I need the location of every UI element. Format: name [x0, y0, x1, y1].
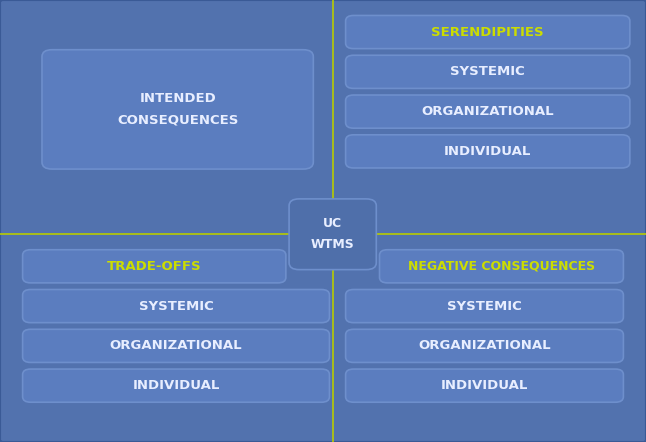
- FancyBboxPatch shape: [346, 369, 623, 402]
- FancyBboxPatch shape: [23, 329, 329, 362]
- Text: SYSTEMIC: SYSTEMIC: [450, 65, 525, 78]
- Text: NEGATIVE CONSEQUENCES: NEGATIVE CONSEQUENCES: [408, 260, 595, 273]
- FancyBboxPatch shape: [346, 329, 623, 362]
- FancyBboxPatch shape: [23, 369, 329, 402]
- FancyBboxPatch shape: [346, 55, 630, 88]
- Text: TRADE-OFFS: TRADE-OFFS: [107, 260, 202, 273]
- Text: INDIVIDUAL: INDIVIDUAL: [444, 145, 532, 158]
- FancyBboxPatch shape: [346, 95, 630, 128]
- Text: UC
WTMS: UC WTMS: [311, 217, 355, 251]
- Text: INTENDED
CONSEQUENCES: INTENDED CONSEQUENCES: [117, 92, 238, 126]
- FancyBboxPatch shape: [42, 50, 313, 169]
- FancyBboxPatch shape: [23, 290, 329, 323]
- Text: INDIVIDUAL: INDIVIDUAL: [132, 379, 220, 392]
- FancyBboxPatch shape: [23, 250, 286, 283]
- Text: SYSTEMIC: SYSTEMIC: [447, 300, 522, 312]
- Text: SERENDIPITIES: SERENDIPITIES: [432, 26, 544, 38]
- FancyBboxPatch shape: [346, 135, 630, 168]
- FancyBboxPatch shape: [289, 199, 376, 270]
- FancyBboxPatch shape: [380, 250, 623, 283]
- Text: INDIVIDUAL: INDIVIDUAL: [441, 379, 528, 392]
- FancyBboxPatch shape: [346, 290, 623, 323]
- Text: ORGANIZATIONAL: ORGANIZATIONAL: [421, 105, 554, 118]
- Text: ORGANIZATIONAL: ORGANIZATIONAL: [110, 339, 242, 352]
- FancyBboxPatch shape: [346, 15, 630, 49]
- Text: ORGANIZATIONAL: ORGANIZATIONAL: [418, 339, 551, 352]
- Text: SYSTEMIC: SYSTEMIC: [139, 300, 213, 312]
